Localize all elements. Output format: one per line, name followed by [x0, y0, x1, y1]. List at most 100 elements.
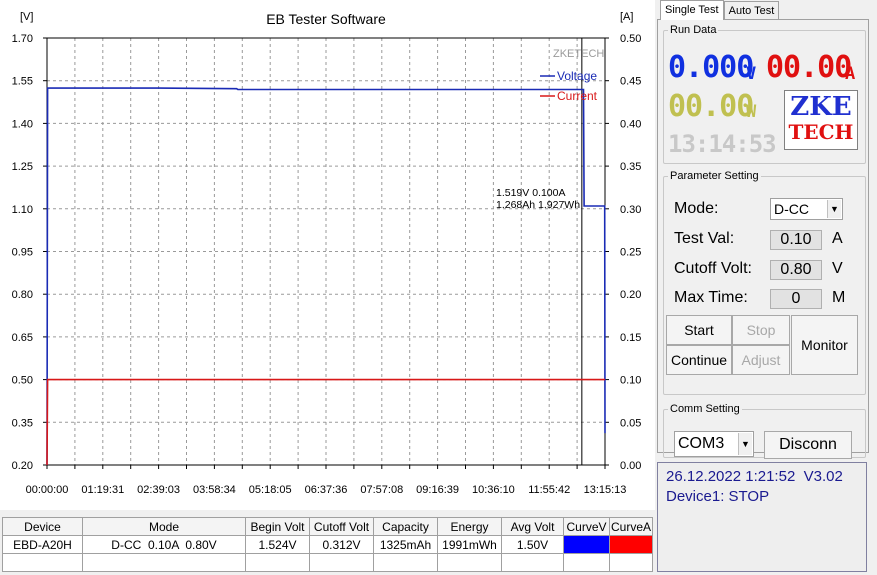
left-axis-unit: [V] [20, 11, 33, 23]
x-tick-label: 06:37:36 [305, 484, 348, 496]
voltage-unit: V [746, 64, 756, 84]
watermark-zketech: ZKETECH [553, 48, 604, 60]
cutoff-volt-unit: V [832, 260, 843, 277]
current-readout: 00.00 [766, 50, 852, 85]
y-left-tick-label: 1.55 [12, 76, 33, 88]
x-tick-label: 13:15:13 [584, 484, 627, 496]
y-left-tick-label: 0.35 [12, 417, 33, 429]
cell-avg-volt: 1.50V [501, 535, 564, 554]
col-cutoff-volt[interactable]: Cutoff Volt [309, 517, 374, 536]
x-tick-label: 11:55:42 [528, 484, 570, 496]
y-left-tick-label: 1.10 [12, 204, 33, 216]
series-line-voltage [46, 87, 606, 466]
col-capacity[interactable]: Capacity [373, 517, 438, 536]
voltage-current-chart: 0.20 0.35 0.50 0.65 0.80 0.95 1.10 1.25 1.40 1.55… [12, 11, 642, 496]
y-left-tick-label: 0.20 [12, 460, 33, 472]
x-tick-label: 00:00:00 [26, 484, 69, 496]
mode-label: Mode: [674, 200, 719, 217]
col-curve-a[interactable]: CurveA [609, 517, 653, 536]
com-port-select[interactable]: COM3 ▼ [674, 431, 754, 457]
chart-title: EB Tester Software [266, 11, 386, 27]
continue-button[interactable]: Continue [666, 345, 732, 375]
chevron-down-icon[interactable]: ▼ [827, 200, 841, 218]
legend-label: Current [557, 89, 598, 103]
current-unit: A [845, 64, 855, 84]
y-left-tick-label: 0.80 [12, 289, 33, 301]
y-left-tick-label: 0.50 [12, 375, 33, 387]
test-val-label: Test Val: [674, 230, 735, 247]
voltage-readout: 0.000 [668, 50, 754, 85]
start-button[interactable]: Start [666, 315, 732, 345]
y-right-tick-label: 0.25 [620, 247, 641, 259]
run-data-group: Run Data 0.000 V 00.00 A 00.00 W 13:14:5… [663, 24, 866, 164]
tab-bar: Single Test Auto Test [660, 0, 780, 20]
mode-select[interactable]: D-CC ▼ [770, 198, 843, 220]
series-line-current [46, 378, 605, 466]
elapsed-time-readout: 13:14:53 [668, 130, 777, 158]
col-mode[interactable]: Mode [82, 517, 246, 536]
parameter-setting-legend: Parameter Setting [670, 170, 759, 182]
cutoff-volt-label: Cutoff Volt: [674, 260, 752, 277]
status-datetime-line: 26.12.2022 1:21:52 V3.02 [666, 467, 858, 487]
table-header-row: Device Mode Begin Volt Cutoff Volt Capac… [2, 517, 653, 536]
chart-series [46, 87, 606, 466]
chevron-down-icon[interactable]: ▼ [738, 433, 752, 455]
y-left-tick-label: 1.25 [12, 161, 33, 173]
y-right-tick-label: 0.05 [620, 417, 641, 429]
cell-curve-a-swatch[interactable] [609, 535, 653, 554]
x-tick-label: 10:36:10 [472, 484, 515, 496]
com-port-value: COM3 [678, 435, 725, 452]
y-right-tick-label: 0.40 [620, 118, 641, 130]
single-test-panel: Run Data 0.000 V 00.00 A 00.00 W 13:14:5… [657, 19, 869, 459]
status-panel: 26.12.2022 1:21:52 V3.02 Device1: STOP [657, 462, 867, 572]
cell-begin-volt: 1.524V [245, 535, 310, 554]
col-energy[interactable]: Energy [437, 517, 502, 536]
y-right-tick-label: 0.50 [620, 33, 641, 45]
y-right-tick-label: 0.45 [620, 76, 641, 88]
legend-label: Voltage [557, 69, 597, 83]
y-right-tick-label: 0.10 [620, 375, 641, 387]
x-tick-label: 07:57:08 [360, 484, 403, 496]
logo-text-zke: ZKE [790, 92, 852, 122]
comm-setting-legend: Comm Setting [670, 403, 740, 415]
col-avg-volt[interactable]: Avg Volt [501, 517, 564, 536]
y-right-tick-label: 0.20 [620, 289, 641, 301]
status-datetime: 26.12.2022 1:21:52 [666, 468, 796, 485]
tab-single-test[interactable]: Single Test [660, 0, 724, 20]
col-begin-volt[interactable]: Begin Volt [245, 517, 310, 536]
x-tick-label: 03:58:34 [193, 484, 236, 496]
power-unit: W [746, 102, 756, 122]
cursor-readout-line1: 1.519V 0.100A [496, 187, 565, 199]
run-data-legend: Run Data [670, 24, 717, 36]
x-tick-label: 09:16:39 [416, 484, 459, 496]
mode-select-value: D-CC [774, 201, 809, 217]
y-left-tick-label: 0.65 [12, 332, 33, 344]
test-val-input[interactable]: 0.10 [770, 230, 822, 250]
tab-auto-test[interactable]: Auto Test [723, 1, 780, 19]
cell-capacity: 1325mAh [373, 535, 438, 554]
chart-grid [47, 38, 605, 465]
test-val-unit: A [832, 230, 843, 247]
cursor-readout-line2: 1.268Ah 1.927Wh [496, 199, 580, 211]
cell-curve-v-swatch[interactable] [563, 535, 610, 554]
y-right-tick-label: 0.35 [620, 161, 641, 173]
monitor-button[interactable]: Monitor [791, 315, 858, 375]
table-row-empty[interactable] [2, 553, 653, 572]
col-curve-v[interactable]: CurveV [563, 517, 610, 536]
cell-mode: D-CC 0.10A 0.80V [82, 535, 246, 554]
max-time-input[interactable]: 0 [770, 289, 822, 309]
cutoff-volt-input[interactable]: 0.80 [770, 260, 822, 280]
stop-button[interactable]: Stop [732, 315, 790, 345]
zketech-logo: ZKE TECH [784, 90, 858, 150]
comm-setting-group: Comm Setting COM3 ▼ Disconn [663, 403, 866, 459]
app-version: V3.02 [803, 468, 843, 485]
x-tick-label: 02:39:03 [137, 484, 180, 496]
table-row[interactable]: EBD-A20H D-CC 0.10A 0.80V 1.524V 0.312V … [2, 535, 653, 554]
cell-energy: 1991mWh [437, 535, 502, 554]
disconn-button[interactable]: Disconn [764, 431, 852, 459]
adjust-button[interactable]: Adjust [732, 345, 790, 375]
y-left-tick-label: 1.40 [12, 118, 33, 130]
cell-device: EBD-A20H [2, 535, 83, 554]
col-device[interactable]: Device [2, 517, 83, 536]
y-right-tick-label: 0.30 [620, 204, 641, 216]
